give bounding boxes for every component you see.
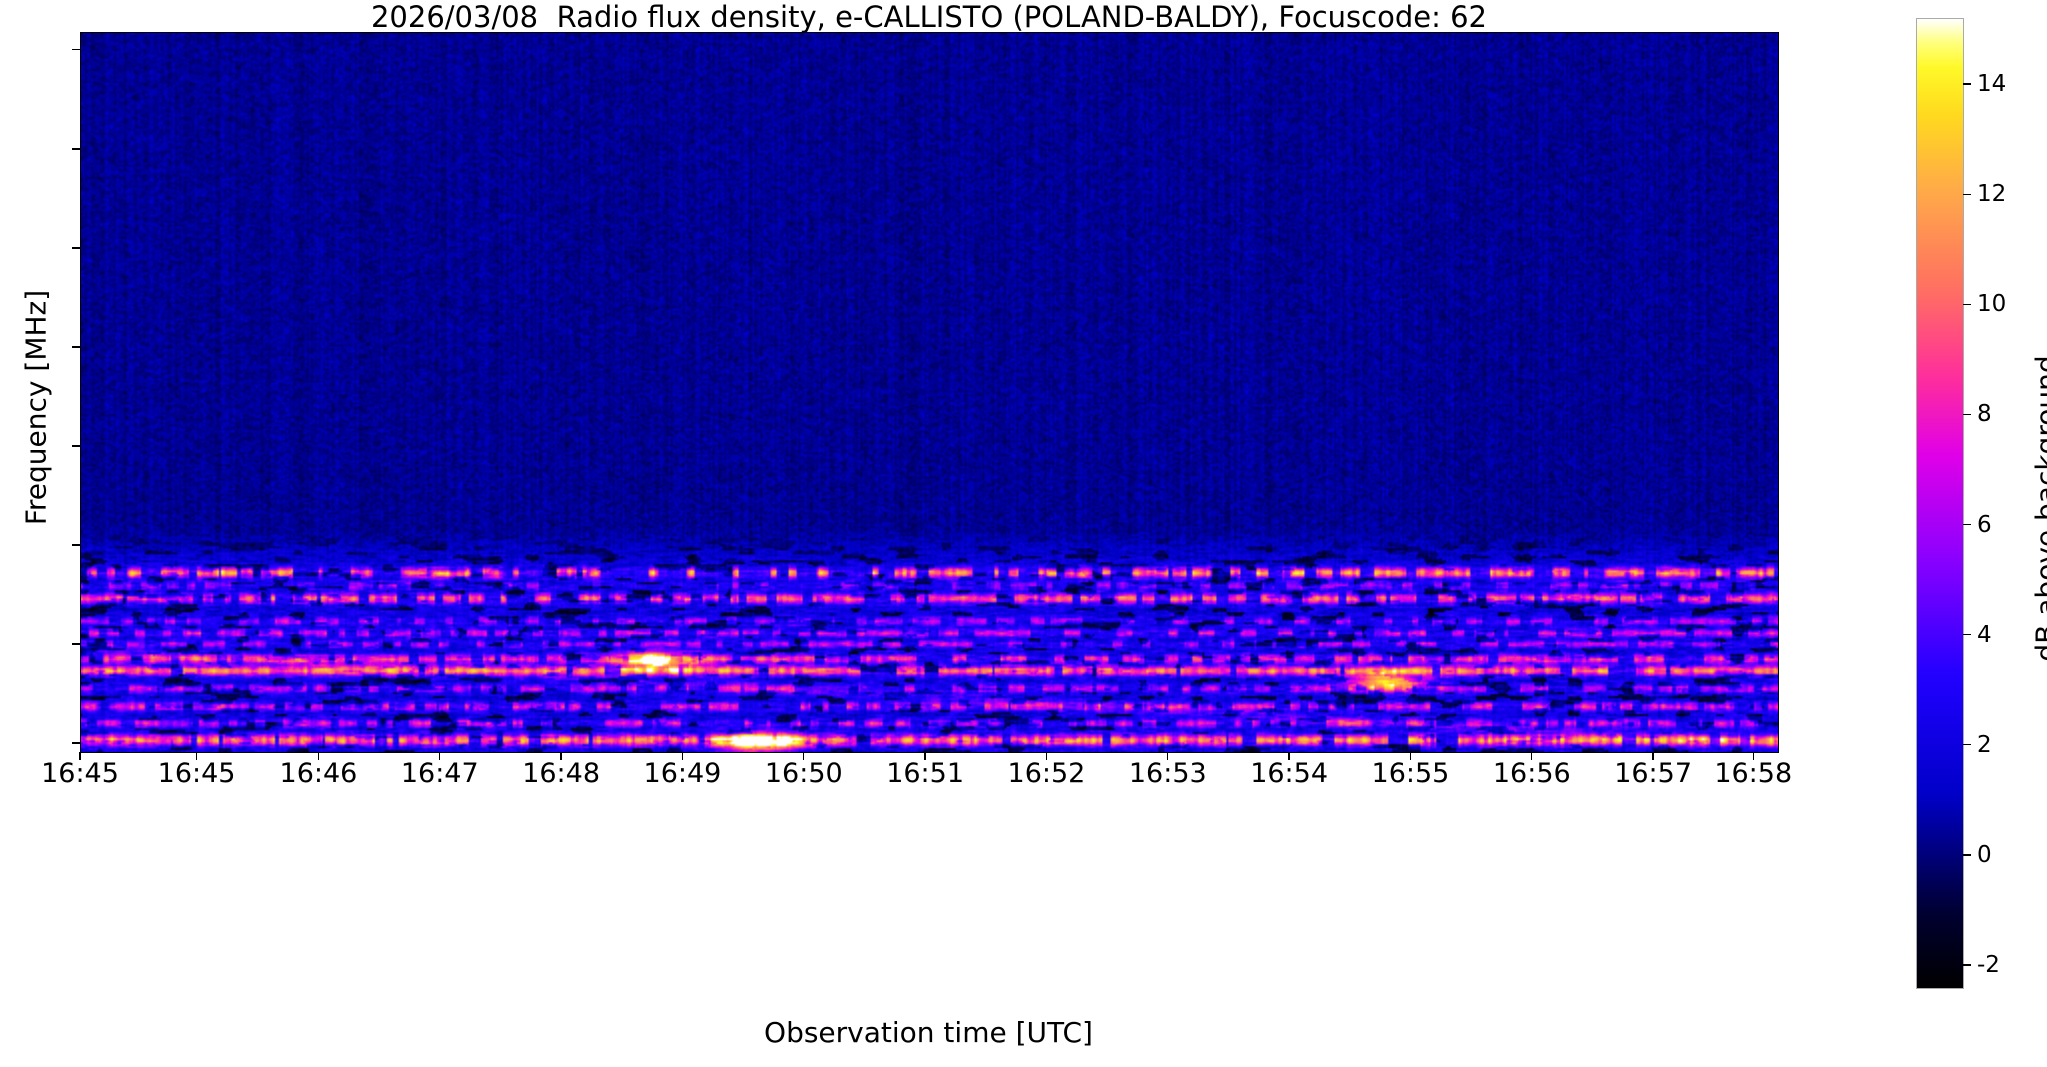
colorbar-label: dB above background (2029, 355, 2047, 662)
x-tick-label: 16:57 (1614, 758, 1693, 789)
colorbar-tick-label: -2 (1977, 951, 2000, 978)
x-tick-mark (1045, 752, 1048, 760)
colorbar-tick-label: 4 (1977, 621, 1992, 648)
y-tick-mark (72, 544, 80, 546)
colorbar-gradient (1917, 19, 1963, 988)
x-tick-mark (560, 752, 562, 760)
y-tick-mark (72, 346, 80, 348)
colorbar-tick-label: 2 (1977, 731, 1992, 758)
colorbar-tick-mark (1963, 744, 1971, 746)
x-tick-mark (1652, 752, 1654, 760)
y-axis-label: Frequency [MHz] (19, 289, 53, 526)
x-tick-mark (439, 752, 441, 760)
x-tick-label: 16:49 (643, 758, 722, 789)
colorbar-tick-label: 6 (1977, 511, 1992, 538)
colorbar-tick-mark (1963, 633, 1971, 636)
x-tick-mark (1288, 752, 1290, 760)
x-tick-label: 16:51 (886, 758, 964, 789)
x-tick-label: 16:53 (1128, 758, 1207, 789)
colorbar-tick-label: 8 (1977, 401, 1992, 428)
x-tick-label: 16:52 (1007, 758, 1086, 789)
y-tick-mark (72, 49, 80, 51)
x-tick-label: 16:45 (41, 758, 119, 789)
x-tick-label: 16:54 (1250, 758, 1329, 789)
colorbar-tick-label: 12 (1977, 181, 2007, 208)
colorbar-tick-mark (1963, 303, 1971, 305)
x-tick-label: 16:55 (1371, 758, 1450, 789)
y-tick-mark (72, 643, 80, 645)
colorbar-tick-mark (1963, 193, 1971, 195)
x-tick-label: 16:47 (400, 758, 479, 789)
spectrogram-image (81, 33, 1778, 752)
x-tick-mark (1752, 752, 1754, 760)
colorbar-tick-mark (1963, 523, 1971, 526)
colorbar-tick-label: 10 (1977, 291, 2007, 318)
spectrogram-plot-area (80, 32, 1779, 753)
x-tick-mark (681, 752, 684, 760)
x-tick-mark (1167, 752, 1169, 760)
x-tick-mark (1531, 752, 1533, 760)
x-tick-mark (79, 752, 81, 760)
x-tick-mark (924, 752, 926, 760)
x-tick-label: 16:58 (1714, 758, 1793, 789)
page-title: 2026/03/08 Radio flux density, e-CALLIST… (370, 0, 1487, 34)
x-tick-mark (803, 752, 805, 760)
x-tick-label: 16:45 (157, 758, 236, 789)
x-tick-label: 16:50 (764, 758, 843, 789)
y-tick-mark (72, 148, 80, 150)
x-tick-label: 16:46 (279, 758, 358, 789)
y-tick-mark (72, 445, 80, 447)
x-axis-label: Observation time [UTC] (764, 1016, 1093, 1049)
colorbar-tick-mark (1963, 964, 1971, 966)
x-tick-mark (195, 752, 198, 760)
y-tick-mark (72, 742, 80, 744)
colorbar-tick-label: 14 (1977, 71, 2007, 98)
colorbar (1916, 18, 1964, 989)
colorbar-tick-mark (1963, 83, 1971, 85)
y-tick-mark (72, 247, 80, 249)
colorbar-tick-mark (1963, 854, 1971, 856)
x-tick-mark (317, 752, 320, 760)
colorbar-tick-label: 0 (1977, 841, 1992, 868)
x-tick-label: 16:48 (522, 758, 600, 789)
x-tick-label: 16:56 (1492, 758, 1571, 789)
colorbar-tick-mark (1963, 413, 1971, 416)
x-tick-mark (1409, 752, 1412, 760)
